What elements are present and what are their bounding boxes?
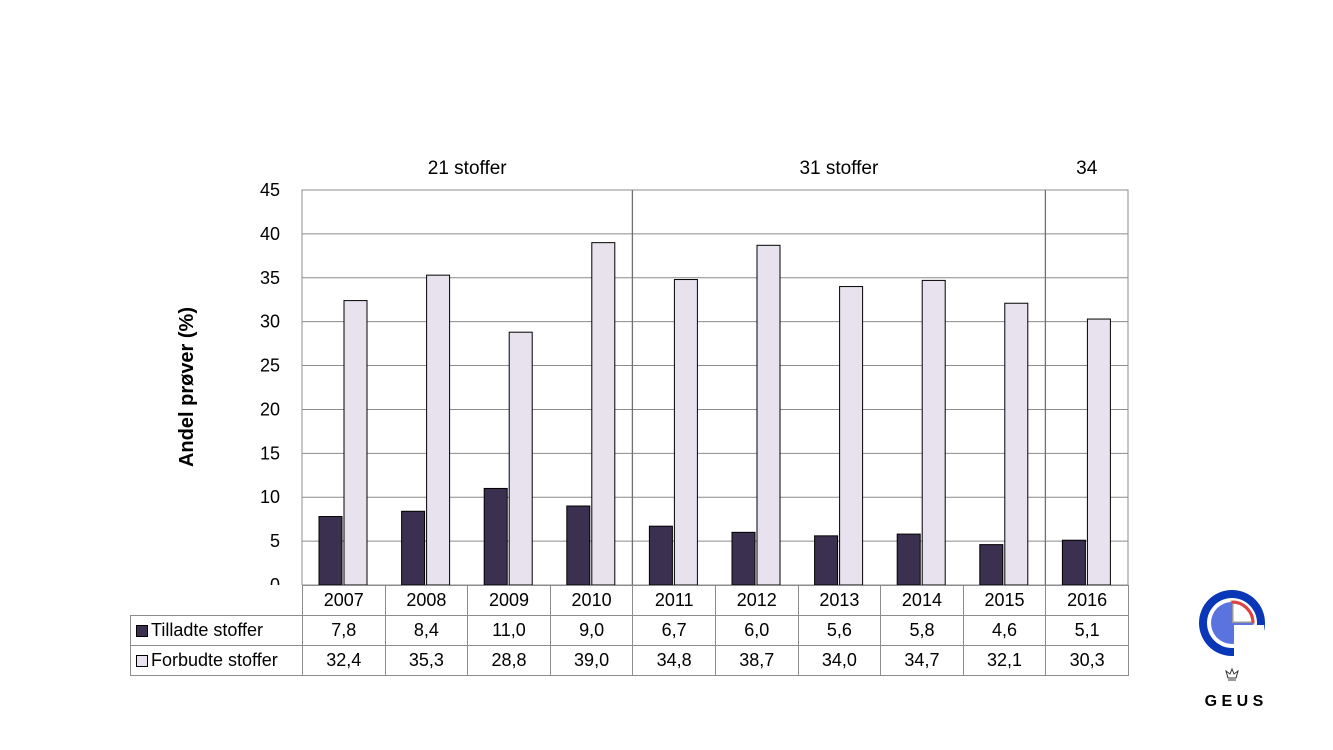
group-label: 31 stoffer	[799, 158, 879, 179]
bar-forbudte-2011	[673, 279, 698, 585]
plot-area	[301, 189, 1129, 585]
data-label: 28,8	[467, 645, 551, 676]
bar-chart: 0 5 10 15 20 25 30 35 40 45 21 stoffer 31 stoffer 34…	[176, 158, 1129, 585]
crown-icon	[1225, 667, 1239, 681]
data-label: 8,4	[384, 615, 469, 646]
x-tick-label: 2014	[880, 585, 964, 616]
x-tick-label: 2009	[467, 585, 551, 616]
bar-tilladte-2007	[318, 516, 343, 585]
bar-tilladte-2015	[979, 544, 1004, 585]
group-label: 34	[1076, 158, 1098, 179]
data-label: 7,8	[302, 615, 386, 646]
data-label: 34,0	[797, 645, 882, 676]
table-header-row: 2007 2008 2009 2010 2011 2012 2013 2014 2015 2016	[130, 585, 1129, 616]
data-label: 6,0	[714, 615, 799, 646]
x-tick-label: 2011	[632, 585, 716, 616]
y-tick-label: 25	[260, 356, 280, 376]
bar-tilladte-2010	[566, 505, 591, 585]
table-row: Forbudte stoffer 32,4 35,3 28,8 39,0 34,8 38,7…	[130, 645, 1129, 676]
data-label: 32,4	[302, 645, 386, 676]
data-table: 2007 2008 2009 2010 2011 2012 2013 2014 2015 2016…	[130, 585, 1129, 676]
x-tick-label: 2012	[714, 585, 799, 616]
bar-forbudte-2013	[839, 286, 864, 585]
y-axis-label: Andel prøver (%)	[176, 307, 198, 467]
logo-text: G E U S	[1205, 693, 1264, 710]
x-tick-label: 2007	[302, 585, 386, 616]
x-tick-label: 2013	[797, 585, 882, 616]
legend-entry: Tilladte stoffer	[130, 615, 303, 646]
data-label: 30,3	[1045, 645, 1129, 676]
geus-emblem-icon	[1199, 590, 1265, 657]
group-label: 21 stoffer	[428, 158, 508, 179]
bar-forbudte-2014	[921, 279, 946, 585]
data-label: 6,7	[632, 615, 716, 646]
x-tick-label: 2015	[962, 585, 1047, 616]
legend-swatch	[136, 625, 148, 637]
y-tick-label: 40	[260, 224, 280, 244]
data-label: 39,0	[549, 645, 634, 676]
y-tick-label: 45	[260, 180, 280, 200]
bar-forbudte-2015	[1004, 302, 1029, 585]
data-label: 11,0	[467, 615, 551, 646]
y-tick-label: 20	[260, 399, 280, 419]
data-label: 34,7	[880, 645, 964, 676]
y-tick-label: 30	[260, 312, 280, 332]
data-label: 38,7	[714, 645, 799, 676]
table-corner	[130, 585, 303, 616]
table-row: Tilladte stoffer 7,8 8,4 11,0 9,0 6,7 6,0 5,6 5,…	[130, 615, 1129, 646]
x-tick-label: 2016	[1045, 585, 1129, 616]
data-label: 35,3	[384, 645, 469, 676]
bar-tilladte-2014	[896, 533, 921, 585]
geus-logo: G E U S	[1190, 588, 1285, 713]
y-tick-label: 0	[270, 575, 280, 585]
bar-forbudte-2009	[508, 331, 533, 585]
bar-tilladte-2013	[814, 535, 839, 585]
legend-label: Forbudte stoffer	[151, 650, 278, 670]
bar-forbudte-2010	[591, 242, 616, 585]
x-tick-label: 2008	[384, 585, 469, 616]
bar-forbudte-2007	[343, 300, 368, 585]
x-tick-label: 2010	[549, 585, 634, 616]
bar-forbudte-2008	[426, 274, 451, 585]
legend-label: Tilladte stoffer	[151, 620, 264, 640]
bar-forbudte-2016	[1086, 318, 1111, 585]
y-tick-label: 35	[260, 268, 280, 288]
data-label: 4,6	[962, 615, 1047, 646]
legend-entry: Forbudte stoffer	[130, 645, 303, 676]
bar-tilladte-2012	[731, 531, 756, 585]
bar-tilladte-2016	[1061, 539, 1086, 585]
y-tick-label: 5	[270, 531, 280, 551]
data-label: 34,8	[632, 645, 716, 676]
bar-tilladte-2009	[483, 487, 508, 585]
data-label: 5,1	[1045, 615, 1129, 646]
bar-tilladte-2011	[648, 525, 673, 585]
data-label: 9,0	[549, 615, 634, 646]
data-label: 32,1	[962, 645, 1047, 676]
data-label: 5,6	[797, 615, 882, 646]
y-tick-label: 15	[260, 443, 280, 463]
bar-tilladte-2008	[401, 510, 426, 585]
y-tick-label: 10	[260, 487, 280, 507]
legend-swatch	[136, 655, 148, 667]
bar-forbudte-2012	[756, 244, 781, 585]
data-label: 5,8	[880, 615, 964, 646]
